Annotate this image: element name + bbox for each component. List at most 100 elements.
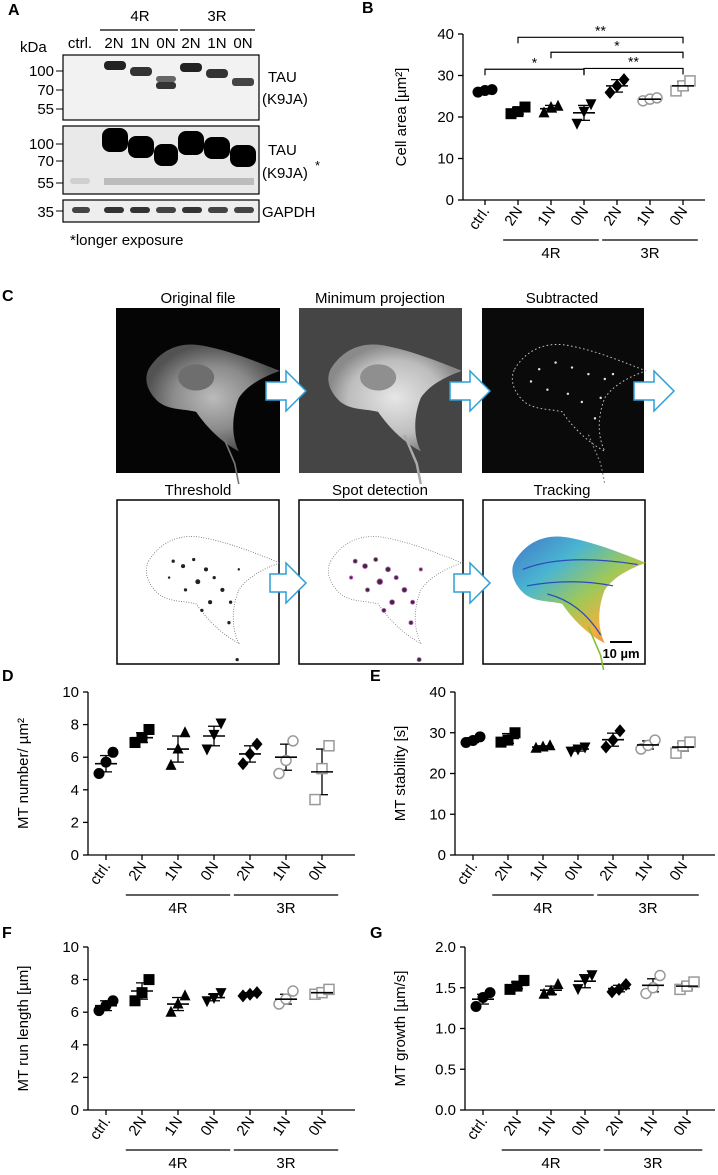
- x-tick-label: 2N: [125, 859, 150, 884]
- data-point: [670, 747, 682, 759]
- data-group: [309, 740, 335, 806]
- image-title-original: Original file: [160, 290, 235, 307]
- data-group: [530, 739, 556, 753]
- data-group: [606, 977, 632, 999]
- data-group: [201, 988, 227, 1008]
- data-group: [504, 974, 530, 995]
- x-tick-label: ctrl.: [453, 859, 481, 889]
- x-tick-label: 0N: [568, 1114, 593, 1139]
- panel-a: A kDa 4R 3R ctrl. 2N 1N 0N 2N 1N 0N 100 …: [8, 2, 320, 249]
- x-tick-label: 0N: [197, 1114, 222, 1139]
- data-group: [460, 731, 486, 749]
- x-tick-label: 2N: [233, 859, 258, 884]
- data-point: [604, 86, 616, 100]
- x-tick-label: 2N: [501, 204, 526, 229]
- blot2-marker-70: 70: [37, 153, 54, 170]
- y-axis-label: MT number/ µm²: [15, 718, 32, 829]
- data-point: [107, 746, 119, 758]
- y-tick-label: 30: [437, 68, 454, 85]
- x-tick-label: 2N: [125, 1114, 150, 1139]
- y-tick-label: 4: [71, 782, 79, 799]
- image-title-min-projection: Minimum projection: [315, 290, 445, 307]
- data-point: [620, 977, 632, 991]
- scale-bar-label: 10 µm: [602, 646, 639, 661]
- data-point: [323, 740, 335, 752]
- data-group: [93, 746, 119, 779]
- data-group: [538, 977, 564, 999]
- significance-bracket: [550, 51, 684, 59]
- blot-group-4r: 4R: [130, 8, 149, 25]
- lane-label-4r-1n: 1N: [130, 35, 149, 52]
- y-tick-label: 6: [71, 1004, 79, 1021]
- data-group: [165, 726, 191, 770]
- y-tick-label: 0.0: [435, 1102, 456, 1119]
- x-tick-label: 0N: [561, 859, 586, 884]
- lane-label-3r-1n: 1N: [207, 35, 226, 52]
- data-point: [613, 982, 625, 996]
- y-tick-label: 6: [71, 749, 79, 766]
- x-tick-label: 0N: [666, 204, 691, 229]
- x-tick-label: 2N: [491, 859, 516, 884]
- image-spot-detection: [298, 499, 464, 665]
- data-point: [572, 744, 584, 756]
- data-point: [100, 756, 112, 768]
- x-tick-label: 0N: [305, 859, 330, 884]
- data-point: [618, 73, 630, 87]
- data-point: [129, 995, 141, 1007]
- data-point: [509, 727, 521, 739]
- x-tick-label: 1N: [636, 1114, 661, 1139]
- image-pipeline: Original file Minimum projection Subtrac…: [116, 290, 676, 670]
- x-tick-label: 1N: [161, 1114, 186, 1139]
- data-point: [538, 987, 550, 999]
- data-group: [470, 987, 496, 1012]
- x-tick-label: 2N: [596, 859, 621, 884]
- data-point: [552, 977, 564, 989]
- data-point: [237, 757, 249, 771]
- lane-label-ctrl: ctrl.: [68, 35, 92, 52]
- data-point: [519, 101, 531, 113]
- x-tick-label: 1N: [269, 1114, 294, 1139]
- x-tick-label: ctrl.: [463, 1114, 491, 1144]
- image-subtracted: [482, 308, 647, 485]
- panel-letter-b: B: [362, 0, 374, 17]
- image-title-tracking: Tracking: [534, 482, 591, 499]
- data-group: [670, 736, 696, 759]
- blot-tau-long-exposure: [56, 125, 260, 195]
- significance-label: *: [532, 54, 538, 70]
- blot1-label-tau: TAU: [268, 69, 297, 86]
- mt-growth-chart: MT growth [µm/s] 0.0 0.5 1.0 1.5 2.0 ctrl. 2N 1N…: [392, 939, 715, 1172]
- panel-letter-a: A: [8, 2, 20, 19]
- data-group: [505, 101, 531, 120]
- data-point: [136, 987, 148, 999]
- x-tick-label: ctrl.: [86, 1114, 114, 1144]
- mt-number-chart: MT number/ µm² 0 2 4 6 8 10 ctrl. 2N 1N 0N 2N 1N 0N 4R…: [15, 684, 355, 917]
- blot2-marker-100: 100: [29, 136, 54, 153]
- data-point: [93, 768, 105, 779]
- data-point: [572, 984, 584, 996]
- group-label: 4R: [168, 1155, 187, 1172]
- data-point: [143, 723, 155, 735]
- x-tick-label: 0N: [305, 1114, 330, 1139]
- y-tick-label: 30: [429, 725, 446, 742]
- data-point: [287, 735, 299, 747]
- significance-label: **: [595, 22, 606, 38]
- y-tick-label: 10: [62, 939, 79, 956]
- lane-label-4r-2n: 2N: [104, 35, 123, 52]
- blot1-marker-70: 70: [37, 82, 54, 99]
- y-tick-label: 20: [437, 109, 454, 126]
- y-tick-label: 0: [71, 1102, 79, 1119]
- data-group: [495, 727, 521, 748]
- significance-label: *: [614, 37, 620, 53]
- data-point: [505, 108, 517, 120]
- x-tick-label: 0N: [197, 859, 222, 884]
- data-group: [237, 737, 263, 771]
- data-point: [586, 970, 598, 982]
- y-axis-label: MT stability [s]: [392, 726, 409, 822]
- y-tick-label: 2: [71, 814, 79, 831]
- data-group: [129, 723, 155, 749]
- data-point: [172, 997, 184, 1009]
- data-point: [486, 84, 498, 96]
- data-point: [251, 737, 263, 751]
- data-point: [649, 734, 661, 746]
- data-group: [565, 742, 591, 758]
